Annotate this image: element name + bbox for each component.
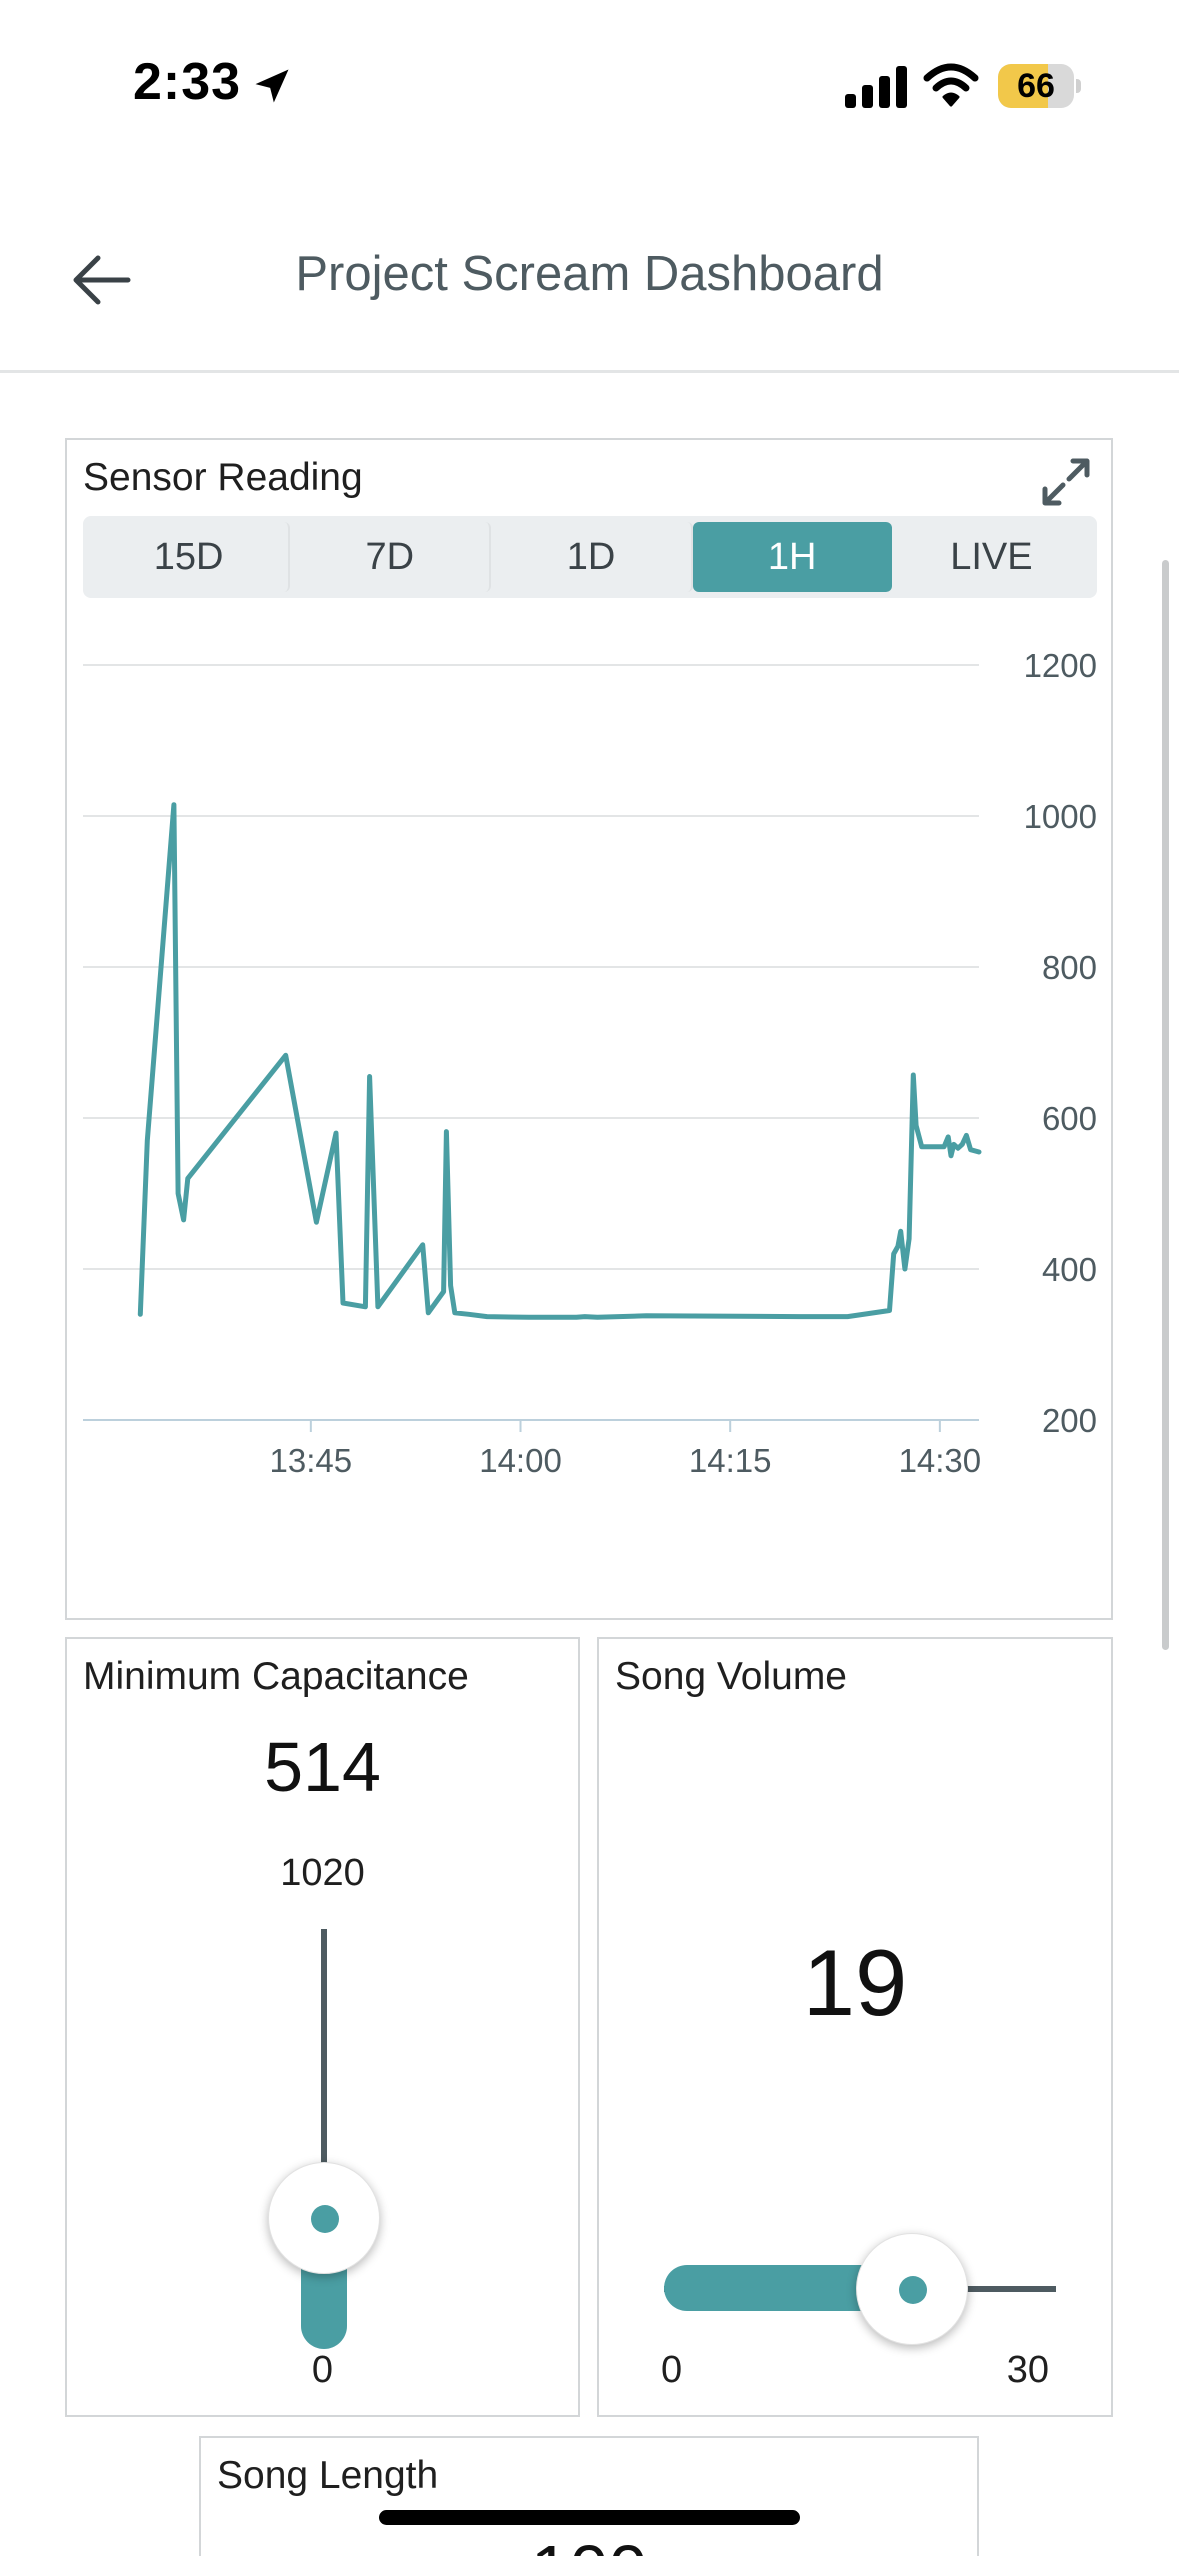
time-range-tabs: 15D 7D 1D 1H LIVE: [83, 516, 1097, 598]
location-arrow-icon: [255, 69, 289, 103]
battery-icon: 66: [998, 64, 1081, 108]
y-tick-label: 1000: [1024, 798, 1097, 835]
tab-15d[interactable]: 15D: [89, 522, 291, 592]
vertical-slider-track[interactable]: [321, 1929, 327, 2309]
scrollbar[interactable]: [1162, 560, 1169, 1650]
volume-value: 19: [802, 1930, 908, 2035]
tab-1d[interactable]: 1D: [491, 522, 693, 592]
tab-1h[interactable]: 1H: [692, 522, 892, 592]
sensor-line-chart: 200 400 600 800 1000 1200 13:45 14:00 14:15 14:30: [83, 647, 1097, 1479]
home-indicator[interactable]: [379, 2510, 800, 2525]
battery-fill: [998, 64, 1049, 108]
x-tick-label: 14:30: [899, 1442, 982, 1479]
x-tick-label: 13:45: [270, 1442, 353, 1479]
song-length-value: 100: [201, 2530, 977, 2556]
vertical-slider-handle[interactable]: [268, 2161, 380, 2274]
x-tick-label: 14:15: [689, 1442, 772, 1479]
sensor-series-line: [137, 802, 982, 1320]
widget-title: Sensor Reading: [83, 456, 363, 499]
y-tick-label: 400: [1042, 1251, 1097, 1288]
wifi-icon: [923, 63, 979, 107]
horizontal-slider-handle[interactable]: [856, 2233, 969, 2345]
status-time: 2:33: [133, 53, 242, 111]
tab-live[interactable]: LIVE: [950, 535, 1033, 578]
widget-title: Minimum Capacitance: [83, 1655, 469, 1698]
song-volume-widget: Song Volume 19 0 30: [597, 1637, 1113, 2417]
minimum-capacitance-widget: Minimum Capacitance 514 1020 0: [65, 1637, 580, 2417]
battery-level-text: 66: [1017, 67, 1055, 105]
y-tick-label: 600: [1042, 1100, 1097, 1137]
cellular-signal-icon: [845, 66, 907, 108]
page-title: Project Scream Dashboard: [295, 247, 884, 301]
tab-7d[interactable]: 7D: [290, 522, 492, 592]
slider-max-label: 1020: [280, 1852, 365, 1894]
expand-arrows-icon[interactable]: [1039, 455, 1093, 509]
song-length-widget: Song Length 100: [199, 2436, 979, 2556]
slider-min-label: 0: [661, 2349, 683, 2391]
app-header: Project Scream Dashboard: [0, 190, 1179, 373]
y-tick-label: 800: [1042, 949, 1097, 986]
x-tick-label: 14:00: [479, 1442, 562, 1479]
widget-title: Song Length: [217, 2454, 439, 2497]
y-tick-label: 200: [1042, 1402, 1097, 1439]
y-tick-label: 1200: [1024, 647, 1097, 684]
capacitance-value: 514: [264, 1728, 381, 1806]
widget-title: Song Volume: [615, 1655, 848, 1698]
status-bar: 2:33 66: [0, 0, 1179, 170]
sensor-reading-widget: Sensor Reading 15D 7D 1D 1H LIVE 200 400 600 80…: [65, 438, 1113, 1620]
arrow-left-icon[interactable]: [66, 244, 138, 316]
slider-min-label: 0: [311, 2349, 334, 2391]
slider-max-label: 30: [1006, 2349, 1049, 2391]
